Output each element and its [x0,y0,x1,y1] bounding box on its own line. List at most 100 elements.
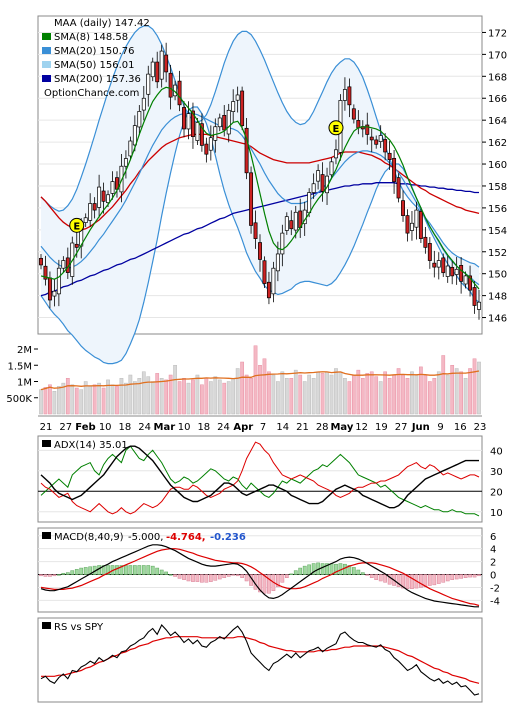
rs-swatch [42,622,51,629]
candle-body [392,157,397,182]
candle-body [164,54,169,73]
candle-body [374,139,379,145]
volume-bar [423,374,428,415]
volume-bar [369,371,374,415]
volume-bar [141,371,146,415]
volume-bar [43,387,48,415]
date-tick-label: 27 [59,422,72,433]
macd-histogram-bar [173,574,177,577]
volume-bar [204,378,209,415]
volume-bar [57,386,61,415]
candle-body [253,222,258,239]
macd-histogram-bar [244,574,249,582]
volume-bar [302,381,307,415]
candle-body [262,260,267,284]
macd-histogram-bar [383,574,388,583]
volume-tick-label: 500K [6,394,32,405]
macd-value-label: -5.000, [128,532,163,543]
candle-body [275,253,280,272]
volume-bar [405,378,410,415]
macd-histogram-bar [235,574,240,577]
earnings-marker-label: E [333,124,340,135]
volume-bar [200,384,204,415]
volume-bar [316,371,320,415]
macd-histogram-bar [351,567,356,575]
volume-bar [137,378,142,415]
volume-bar [208,381,213,415]
legend-label: SMA(20) 150.76 [54,46,135,57]
volume-bar [329,374,334,415]
price-tick-label: 152 [488,248,507,259]
macd-histogram-bar [280,574,285,583]
rs-label: RS vs SPY [54,622,104,633]
date-tick-label: 24 [138,422,151,433]
volume-bar [110,384,115,415]
volume-bar [356,369,361,415]
volume-bar [459,371,463,415]
macd-histogram-bar [293,570,298,575]
date-tick-label: 10 [178,422,191,433]
price-panel: 146 148 150 152 154 156 158 160 162 164 166 168 170 1… [37,15,507,365]
candle-body [177,80,182,106]
candle-body [436,260,441,268]
candle-body [334,149,338,159]
volume-bar [334,368,338,415]
volume-bar [360,378,365,415]
date-tick-label: May [330,422,353,433]
macd-line [40,544,479,608]
rs-frame [37,617,483,703]
macd-histogram-bar [258,574,262,593]
macd-histogram-bar [432,574,437,586]
macd-label: MACD(8,40,9) [54,532,124,543]
candle-body [454,268,459,275]
macd-tick-label: 4 [490,545,496,556]
macd-histogram-bar [186,574,191,582]
volume-bar [132,381,137,415]
macd-histogram-bar [141,565,146,575]
macd-histogram-bar [168,574,173,576]
earnings-marker [328,120,344,136]
macd-histogram-bar [164,571,169,575]
macd-histogram-bar [195,574,200,582]
candle-body [477,301,481,310]
candle-body [195,122,200,141]
date-axis: 21 27 Feb 10 18 24 Mar 10 18 24 Apr 7 14 21 28 May 12 19 2… [38,415,486,433]
volume-tick-label: 1.5M [7,361,32,372]
date-tick-label: 16 [454,422,467,433]
volume-bar [65,378,70,415]
volume-bar [454,368,459,415]
volume-bar [164,379,169,415]
macd-histogram-bar [396,574,401,588]
macd-histogram-bar [387,574,392,585]
volume-bar [477,361,481,415]
macd-histogram-bar [79,567,84,575]
adx-tick-label: 10 [490,508,503,519]
volume-bar [61,382,66,415]
volume-bar [52,391,57,415]
sma8-line [40,86,480,290]
bollinger-upper-line [40,25,480,268]
volume-bar [83,381,88,415]
candle-body [378,135,383,143]
volume-bar [325,371,329,415]
candle-body [137,111,142,128]
macd-histogram-bar [155,567,160,575]
adx-tick-label: 40 [490,446,503,457]
sma20-line [40,111,480,286]
volume-bar [262,358,267,415]
volume-bar [298,374,303,415]
earnings-marker [69,217,85,233]
price-tick-label: 150 [488,270,507,281]
date-tick-label: 21 [296,422,309,433]
volume-bar [70,384,75,415]
volume-tick-label: 2M [17,345,32,356]
price-tick-label: 166 [488,94,507,105]
candle-body [329,161,334,176]
candle-body [39,257,43,266]
macd-histogram-bar [427,574,432,586]
date-tick-label: 18 [197,422,210,433]
macd-histogram-bar [231,574,236,576]
macd-histogram-bar [369,574,374,579]
macd-histogram-bar [262,574,267,594]
candle-body [146,73,151,95]
